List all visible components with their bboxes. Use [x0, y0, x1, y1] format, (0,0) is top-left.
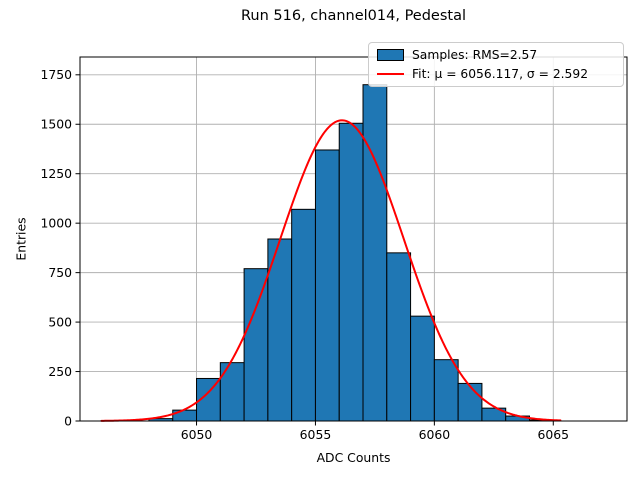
y-tick-label: 1750: [40, 67, 72, 82]
y-tick-label: 750: [48, 265, 72, 280]
histogram-bar: [457, 382, 483, 422]
chart-title: Run 516, channel014, Pedestal: [240, 8, 466, 24]
histogram-bar: [243, 268, 269, 422]
histogram-bar: [362, 84, 388, 422]
legend-entry-samples: Samples: RMS=2.57: [377, 48, 615, 62]
legend-entry-fit: Fit: μ = 6056.117, σ = 2.592: [377, 67, 615, 81]
histogram-bar: [433, 359, 459, 422]
histogram-bar: [291, 208, 316, 422]
histogram-bar: [338, 122, 364, 422]
x-tick-label: 6065: [538, 427, 570, 442]
legend: Samples: RMS=2.57 Fit: μ = 6056.117, σ =…: [368, 42, 624, 87]
y-tick-label: 0: [64, 413, 72, 428]
histogram-swatch-icon: [377, 49, 404, 61]
y-axis-label: Entries: [13, 217, 29, 261]
fit-curve: [100, 119, 562, 422]
x-tick-label: 6060: [419, 427, 451, 442]
y-tick-label: 1500: [40, 117, 72, 132]
legend-label-samples: Samples: RMS=2.57: [412, 48, 538, 62]
x-axis-label: ADC Counts: [316, 450, 391, 465]
y-tick-label: 1000: [40, 215, 72, 230]
y-tick-label: 1250: [40, 166, 72, 181]
histogram-bar: [314, 149, 340, 422]
histogram-bar: [386, 252, 412, 422]
legend-label-fit: Fit: μ = 6056.117, σ = 2.592: [412, 67, 589, 81]
y-tick-label: 250: [48, 364, 72, 379]
histogram-bar: [172, 409, 198, 422]
x-tick-label: 6050: [181, 427, 213, 442]
x-tick-label: 6055: [300, 427, 332, 442]
histogram-bar: [410, 315, 435, 422]
axes-spine: [79, 56, 628, 422]
y-tick-label: 500: [48, 314, 72, 329]
fit-line-swatch-icon: [377, 73, 404, 75]
